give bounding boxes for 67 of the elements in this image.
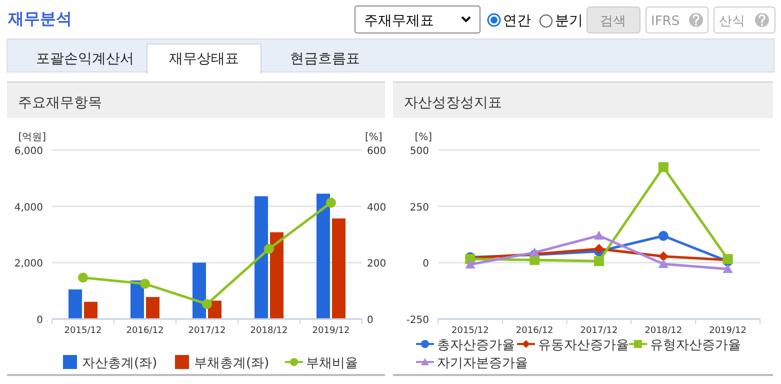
bar [84,302,98,319]
point [594,244,604,254]
bar [332,218,346,319]
y2-axis-title: [%] [365,132,382,143]
chart-title: 주요재무항목 [18,95,102,111]
x-tick-label: 2017/12 [580,326,618,336]
legend-label: 유형자산증가율 [650,338,741,353]
text: 검색 [600,14,626,29]
y2-tick-label: 0 [367,315,374,326]
point [658,230,668,241]
x-tick-label: 2015/12 [64,326,102,336]
text: 재무분석 [7,9,72,28]
text: 현금흐름표 [290,51,360,67]
y-tick-label: 0 [36,315,43,326]
text: 재무상태표 [169,51,239,67]
point [658,162,668,172]
y2-tick-label: 600 [367,146,386,157]
text: 주재무제표 [364,13,434,29]
point [465,259,476,268]
point [202,299,212,310]
legend-label: 부채총계(좌) [194,356,270,371]
point [658,251,668,262]
chart-title: 자산성장성지표 [404,95,502,111]
y-tick-label: 4,000 [14,202,43,214]
x-tick-label: 2015/12 [452,326,489,336]
legend-label: 자기자본증가율 [437,356,528,371]
text: 산식 [719,14,745,29]
x-tick-label: 2017/12 [188,326,226,336]
x-tick-label: 2019/12 [312,326,350,336]
bar [270,232,284,319]
legend-label: 부채비율 [306,356,358,371]
point [658,259,668,268]
x-tick-label: 2018/12 [250,326,288,336]
bar [192,262,206,319]
legend-label: 자산총계(좌) [82,356,158,371]
point [264,244,274,254]
x-tick-label: 2019/12 [709,326,746,336]
bar [316,194,330,319]
y-tick-label: -250 [406,315,429,326]
text: 분기 [555,13,583,29]
y-tick-label: 500 [410,146,429,157]
point [594,256,604,266]
x-tick-label: 2018/12 [644,326,682,336]
y-tick-label: 0 [422,258,429,270]
text: 연간 [503,13,531,29]
y2-tick-label: 200 [367,258,386,270]
bar [254,196,268,319]
point [594,230,604,240]
point [78,272,88,283]
legend-label: 총자산증가율 [437,338,515,353]
point [140,278,150,289]
point [722,264,733,273]
text: 포괄손익계산서 [36,51,134,67]
y-axis-title: [억원] [18,132,46,143]
text: IFRS [651,14,680,29]
bar [68,289,82,319]
y2-tick-label: 400 [367,202,386,214]
legend-label: 유동자산증가율 [538,338,629,353]
y-tick-label: 6,000 [14,146,43,157]
x-tick-label: 2016/12 [126,326,164,336]
bar [146,297,160,319]
x-tick-label: 2016/12 [516,326,554,336]
point [530,248,540,257]
point [326,198,336,208]
y-tick-label: 2,000 [14,258,43,270]
y-tick-label: 250 [410,202,429,214]
y-axis-title: [%] [414,132,432,143]
